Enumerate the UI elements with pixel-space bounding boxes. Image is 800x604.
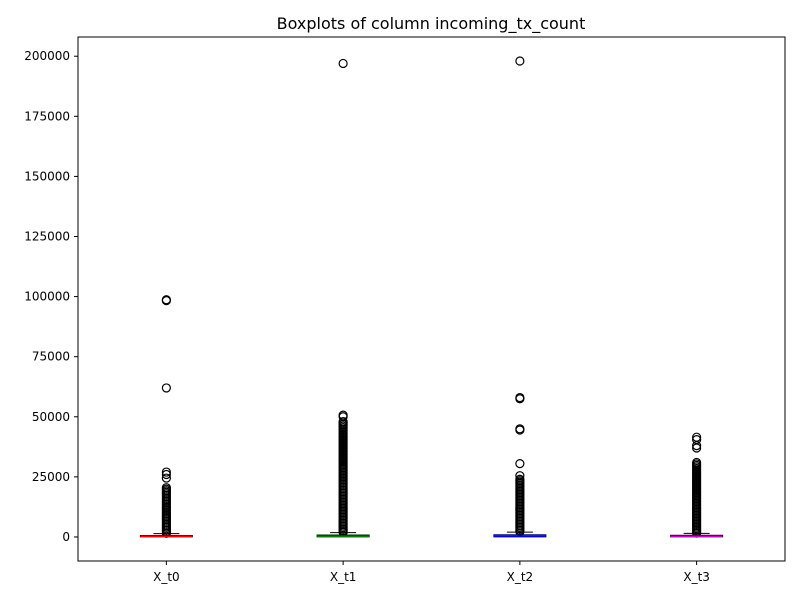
outlier-point (515, 424, 525, 434)
y-tick-label: 100000 (24, 290, 70, 304)
chart-title: Boxplots of column incoming_tx_count (277, 14, 586, 34)
outlier-point (515, 474, 525, 484)
outlier-point (692, 432, 702, 442)
y-tick-label: 200000 (24, 49, 70, 63)
y-tick-label: 50000 (32, 410, 70, 424)
x-tick-label: X_t1 (330, 570, 357, 584)
x-tick-label: X_t3 (683, 570, 710, 584)
outlier-point (692, 435, 702, 445)
outlier-point (161, 473, 171, 483)
outlier-point (515, 459, 525, 469)
outlier-point (338, 416, 348, 427)
x-tick-label: X_t0 (153, 570, 180, 584)
outlier-point (161, 469, 171, 480)
outlier-point (161, 467, 171, 477)
outlier-point (338, 58, 348, 69)
outlier-point (161, 483, 171, 493)
y-tick-label: 0 (62, 530, 70, 544)
outlier-point (515, 471, 525, 481)
outlier-point (338, 410, 348, 420)
outlier-point (515, 392, 525, 403)
y-tick-label: 150000 (24, 169, 70, 183)
y-tick-label: 175000 (24, 109, 70, 123)
y-tick-label: 25000 (32, 470, 70, 484)
outlier-point (161, 295, 171, 305)
outlier-point (515, 56, 525, 66)
y-tick-label: 75000 (32, 350, 70, 364)
axes-frame (77, 36, 786, 562)
plot-area: 0 25000 50000 75000 100000 125000 150000 175000… (24, 36, 786, 584)
outlier-point (161, 383, 171, 393)
x-tick-label: X_t2 (507, 570, 534, 584)
outlier-point (692, 457, 702, 468)
y-tick-label: 125000 (24, 230, 70, 244)
